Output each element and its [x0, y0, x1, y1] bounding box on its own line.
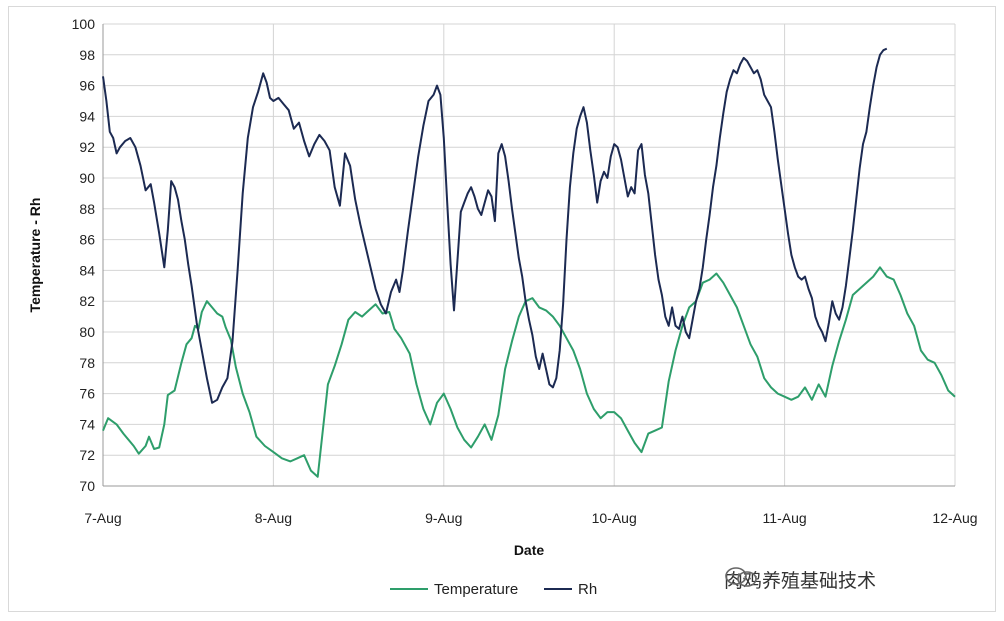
y-tick-label: 100 — [72, 16, 96, 32]
x-axis-title: Date — [514, 542, 545, 558]
x-tick-label: 10-Aug — [592, 510, 637, 526]
y-tick-label: 92 — [79, 139, 95, 155]
legend-label-temperature: Temperature — [434, 581, 518, 598]
y-tick-label: 78 — [79, 355, 95, 371]
y-tick-label: 74 — [79, 416, 95, 432]
y-tick-label: 96 — [79, 78, 95, 94]
y-tick-label: 72 — [79, 447, 95, 463]
y-axis-title: Temperature - Rh — [27, 198, 43, 313]
legend: Temperature Rh — [390, 581, 597, 598]
series-lines — [102, 47, 956, 478]
y-tick-labels: 70 72 74 76 78 80 82 84 86 88 90 92 94 96 98 100 — [72, 16, 96, 494]
x-tick-labels: 7-Aug 8-Aug 9-Aug 10-Aug 11-Aug 12-Aug — [84, 510, 977, 526]
watermark-text: 肉鸡养殖基础技术 — [724, 570, 877, 592]
y-tick-label: 90 — [79, 170, 95, 186]
y-tick-label: 84 — [79, 262, 95, 278]
series-line-temperature — [102, 266, 956, 478]
x-tick-label: 7-Aug — [84, 510, 121, 526]
y-tick-label: 82 — [79, 293, 95, 309]
y-tick-label: 88 — [79, 201, 95, 217]
wechat-icon — [725, 567, 757, 587]
legend-label-rh: Rh — [578, 581, 597, 598]
watermark: 肉鸡养殖基础技术 — [724, 566, 876, 593]
y-tick-label: 98 — [79, 47, 95, 63]
x-tick-label: 11-Aug — [763, 510, 807, 526]
y-tick-label: 76 — [79, 386, 95, 402]
y-tick-label: 94 — [79, 108, 95, 124]
y-tick-label: 86 — [79, 232, 95, 248]
y-tick-label: 80 — [79, 324, 95, 340]
x-tick-label: 8-Aug — [255, 510, 292, 526]
x-tick-label: 9-Aug — [425, 510, 462, 526]
vertical-gridlines — [272, 24, 956, 486]
x-tick-label: 12-Aug — [932, 510, 977, 526]
y-tick-label: 70 — [79, 478, 95, 494]
series-line-rh — [102, 47, 888, 404]
